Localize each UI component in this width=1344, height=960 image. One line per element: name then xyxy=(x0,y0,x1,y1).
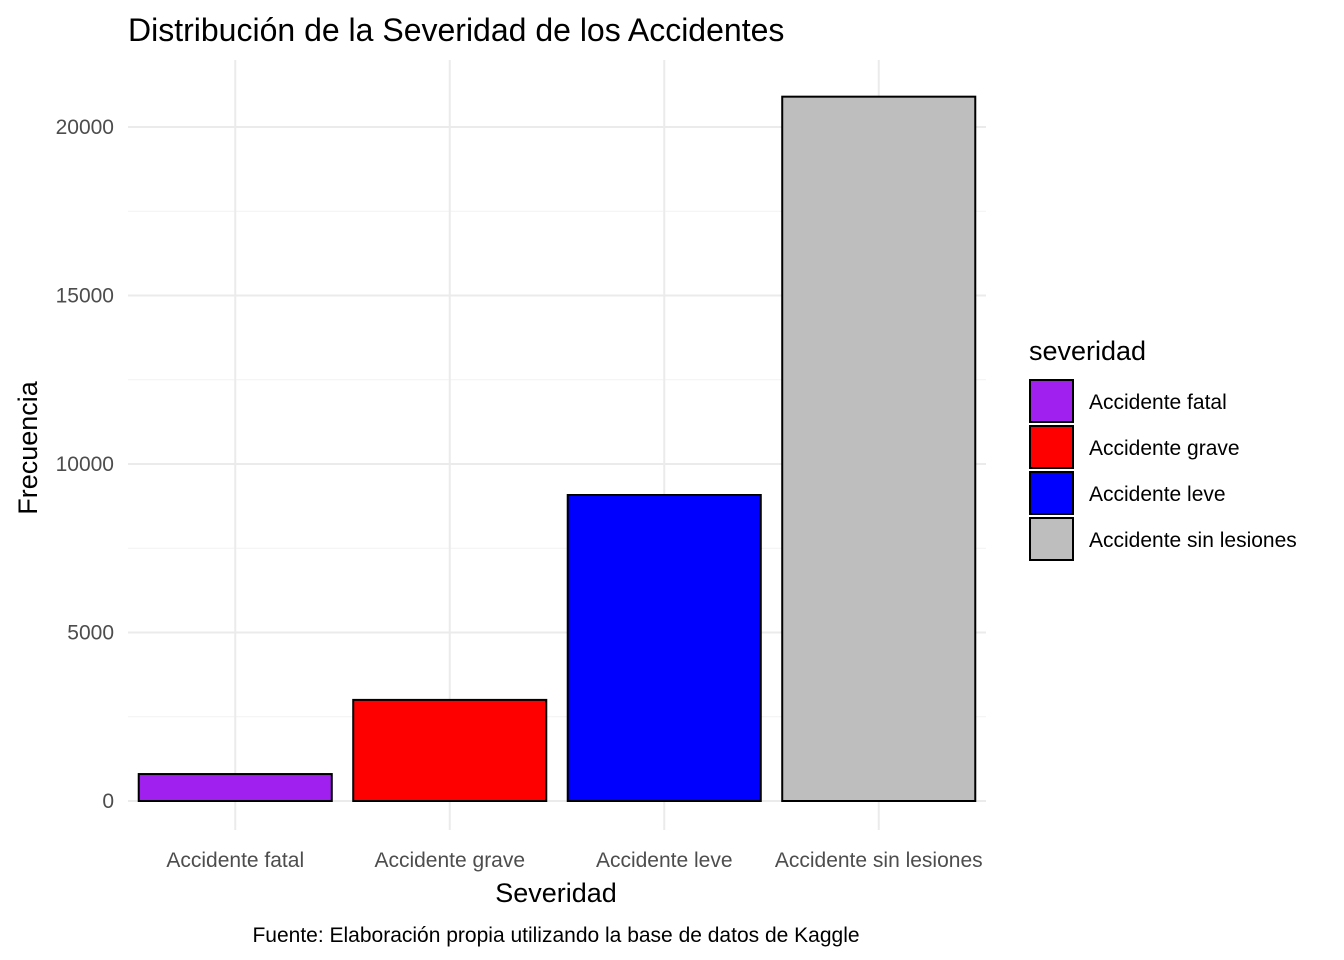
legend-label: Accidente fatal xyxy=(1089,391,1227,414)
legend-label: Accidente grave xyxy=(1089,437,1240,460)
x-tick-labels: Accidente fatal Accidente grave Accidente … xyxy=(166,849,982,872)
legend: severidad Accidente fatal Accidente grave… xyxy=(1029,336,1297,561)
legend-label: Accidente leve xyxy=(1089,483,1226,506)
legend-swatch xyxy=(1029,425,1074,469)
x-tick-label: Accidente leve xyxy=(596,849,733,872)
y-tick-label: 10000 xyxy=(56,453,114,476)
legend-swatch xyxy=(1029,517,1074,561)
y-tick-labels: 0 5000 10000 15000 20000 xyxy=(56,116,114,813)
y-tick-label: 20000 xyxy=(56,116,114,139)
bar-accidente-fatal xyxy=(137,773,333,802)
y-tick-label: 15000 xyxy=(56,285,114,308)
chart-title: Distribución de la Severidad de los Acci… xyxy=(128,12,784,48)
x-tick-label: Accidente fatal xyxy=(166,849,304,872)
bar-accidente-leve xyxy=(566,494,762,802)
legend-label: Accidente sin lesiones xyxy=(1089,529,1297,552)
x-tick-label: Accidente sin lesiones xyxy=(775,849,983,872)
legend-swatch xyxy=(1029,471,1074,515)
y-tick-label: 0 xyxy=(102,790,114,813)
bar-accidente-grave xyxy=(352,698,548,803)
bars xyxy=(137,95,977,803)
chart-caption: Fuente: Elaboración propia utilizando la… xyxy=(252,924,859,947)
x-axis-title: Severidad xyxy=(495,878,617,908)
legend-title: severidad xyxy=(1029,336,1146,366)
bar-accidente-sin-lesiones xyxy=(781,95,977,803)
legend-swatch xyxy=(1029,379,1074,423)
y-axis-title: Frecuencia xyxy=(13,380,43,515)
y-tick-label: 5000 xyxy=(67,622,114,645)
x-tick-label: Accidente grave xyxy=(374,849,525,872)
